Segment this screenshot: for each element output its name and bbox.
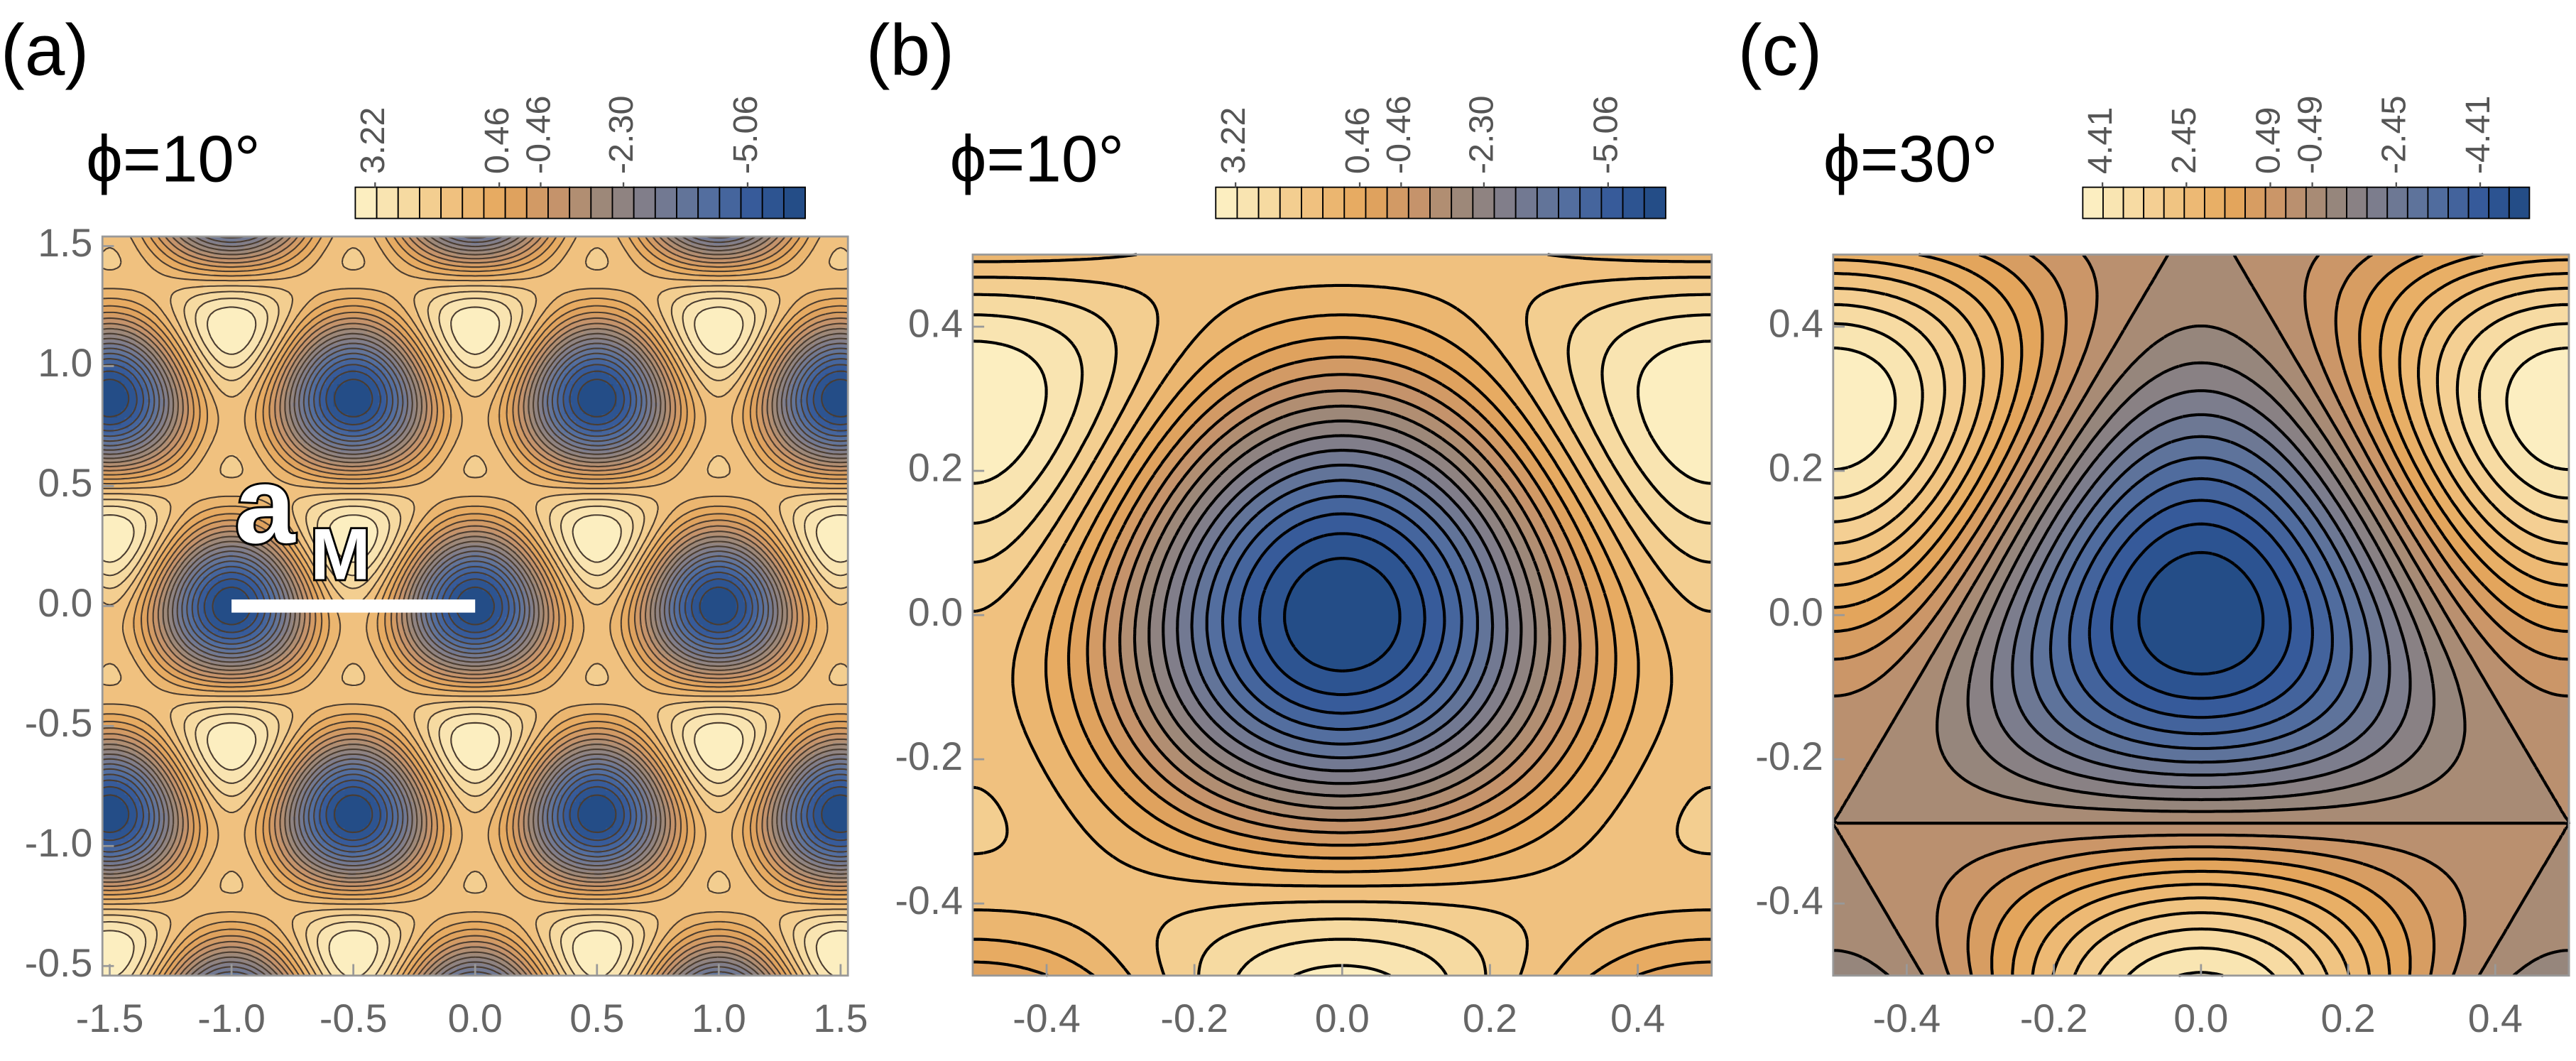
figure: -1.5 -1.0 -0.5 0.0 0.5 1.0 1.51.51.00.50.0-0.5… bbox=[0, 0, 2576, 1061]
page: -1.5 -1.0 -0.5 0.0 0.5 1.0 1.5 1.5 1.0 0.5 0.0 -0.5… bbox=[0, 0, 2576, 1061]
contour-fill bbox=[102, 236, 848, 976]
